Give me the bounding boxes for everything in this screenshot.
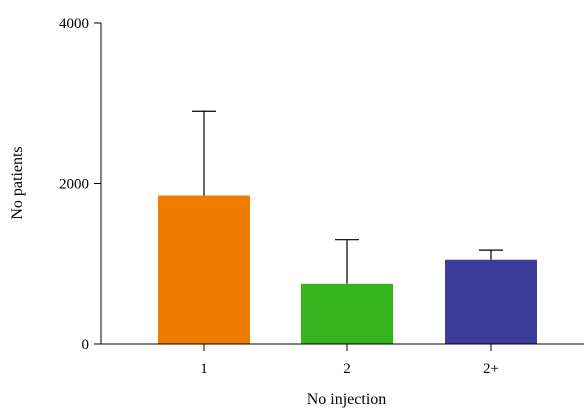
y-tick-label: 4000 — [59, 16, 89, 32]
x-axis-title: No injection — [307, 391, 387, 408]
bars — [158, 195, 537, 344]
x-tick-label: 2 — [343, 361, 351, 377]
y-tick-label: 2000 — [59, 177, 89, 193]
x-axis-ticks: 1 2 2+ — [200, 344, 499, 377]
error-bars — [192, 110, 503, 284]
bar — [445, 259, 537, 344]
bar — [301, 283, 393, 344]
y-axis-ticks: 0 2000 4000 — [59, 16, 101, 353]
x-tick-label: 1 — [200, 361, 208, 377]
bar — [158, 195, 250, 344]
y-axis-title: No patients — [9, 146, 26, 219]
y-tick-label: 0 — [82, 337, 90, 353]
x-tick-label: 2+ — [483, 361, 499, 377]
